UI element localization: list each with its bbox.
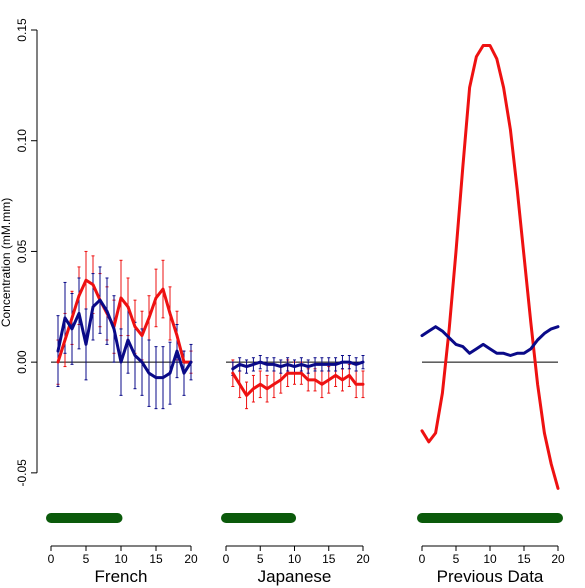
y-tick-label: 0.10 [15,129,29,153]
x-tick-label: 10 [483,552,497,566]
x-tick-label: 15 [149,552,163,566]
panel-1: 0 5 10 15 20 Japanese [221,355,370,586]
x-tick-label: 10 [114,552,128,566]
y-tick-label: 0.05 [15,239,29,263]
x-tick-label: 5 [257,552,264,566]
x-tick-label: 10 [288,552,302,566]
panel-label: French [95,567,148,586]
y-tick-label: 0.15 [15,18,29,42]
panel-label: Previous Data [437,567,544,586]
x-tick-label: 20 [356,552,370,566]
series-line-red [420,44,560,490]
panels: 0 5 10 15 20 French 0 5 10 15 20 Japanese 0 5 10 15 20 Pr… [46,44,565,586]
panel-2: 0 5 10 15 20 Previous Data [417,44,565,586]
x-tick-label: 5 [453,552,460,566]
series-line-red [231,371,365,397]
y-tick-label: -0.05 [15,459,29,487]
panel-label: Japanese [258,567,332,586]
x-tick-label: 15 [322,552,336,566]
x-tick-label: 0 [419,552,426,566]
y-axis-title: Concentration (mM.mm) [0,198,13,327]
series-line-blue [420,325,560,357]
x-tick-label: 15 [517,552,531,566]
x-tick-label: 0 [48,552,55,566]
x-tick-label: 5 [83,552,90,566]
x-tick-label: 0 [223,552,230,566]
y-axis: -0.05 0.00 0.05 0.10 0.15 [15,18,38,487]
series-line-red [56,278,193,364]
x-tick-label: 20 [184,552,198,566]
panel-0: 0 5 10 15 20 French [46,250,198,586]
y-tick-label: 0.00 [15,350,29,374]
x-tick-label: 20 [551,552,565,566]
series-line-blue [231,360,365,371]
series-line-blue [56,298,193,380]
